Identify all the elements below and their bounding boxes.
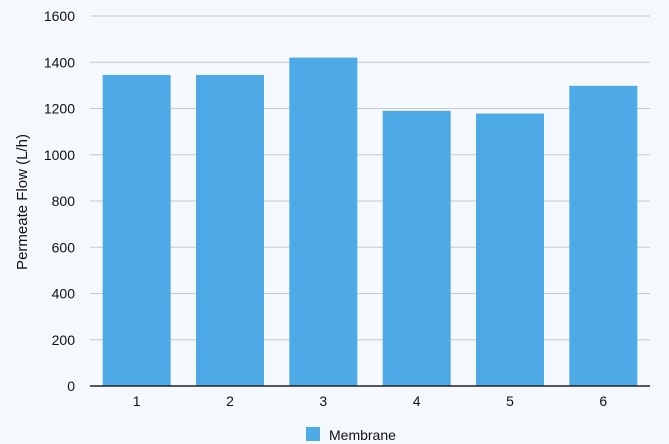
bar (569, 85, 638, 387)
bar (476, 113, 544, 387)
legend-swatch (306, 427, 320, 441)
y-tick-label: 1000 (44, 147, 75, 163)
y-axis-title: Permeate Flow (L/h) (14, 134, 31, 270)
y-tick-label: 1600 (44, 8, 75, 24)
x-tick-label: 1 (133, 393, 141, 409)
y-tick-label: 800 (52, 193, 76, 209)
y-tick-label: 200 (52, 332, 76, 348)
legend-label: Membrane (329, 427, 396, 443)
y-tick-label: 400 (52, 286, 76, 302)
bar (102, 74, 171, 386)
bar (196, 74, 264, 386)
bar (289, 57, 358, 386)
axes: 0 200 400 600 800 1000 1200 1400 1600 1 2 3 4 5 6 (44, 8, 650, 409)
bars (102, 57, 638, 387)
x-tick-label: 5 (506, 393, 514, 409)
y-tick-label: 0 (67, 378, 75, 394)
y-tick-label: 1200 (44, 101, 75, 117)
legend: Membrane (306, 427, 396, 443)
x-tick-label: 2 (226, 393, 234, 409)
x-tick-label: 4 (413, 393, 421, 409)
gridlines (90, 15, 650, 341)
x-tick-label: 6 (599, 393, 607, 409)
x-tick-label: 3 (319, 393, 327, 409)
bar (382, 110, 451, 386)
y-tick-label: 600 (52, 239, 76, 255)
y-tick-label: 1400 (44, 54, 75, 70)
